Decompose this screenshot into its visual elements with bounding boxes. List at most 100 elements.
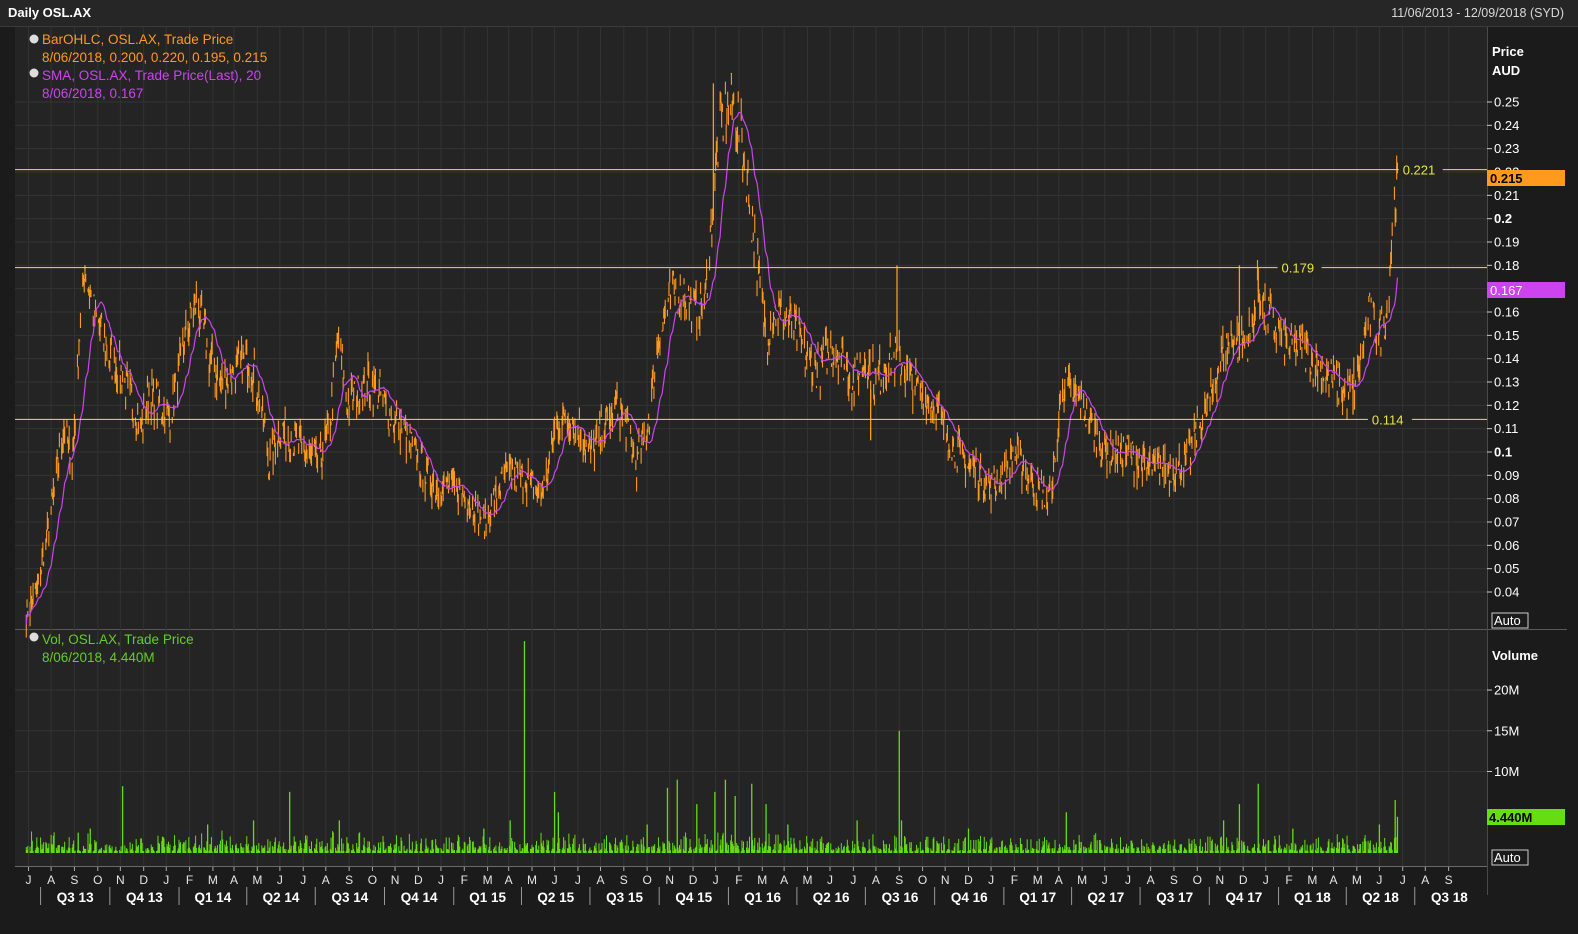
x-quarter-label: Q1 17 (1019, 890, 1056, 905)
x-month-label: M (1033, 873, 1043, 887)
price-tick-label: 0.24 (1494, 118, 1519, 133)
price-tick-label: 0.08 (1494, 491, 1519, 506)
x-month-label: F (461, 873, 468, 887)
sma-legend-label: SMA, OSL.AX, Trade Price(Last), 20 (42, 68, 261, 83)
ohlc-legend-label: BarOHLC, OSL.AX, Trade Price (42, 32, 233, 47)
x-month-label: J (1125, 873, 1131, 887)
x-month-label: M (527, 873, 537, 887)
x-quarter-label: Q2 14 (263, 890, 300, 905)
x-month-label: N (665, 873, 674, 887)
last-volume-tag: 4.440M (1487, 809, 1565, 825)
price-tick-label: 0.19 (1494, 235, 1519, 250)
price-auto-button-frame (1491, 612, 1529, 629)
x-month-label: F (735, 873, 742, 887)
price-axis-unit: AUD (1492, 63, 1520, 78)
price-tick-label: 0.04 (1494, 585, 1519, 600)
x-month-label: J (277, 873, 283, 887)
hline-label-bg (1398, 161, 1443, 178)
sma-line (25, 111, 1399, 625)
price-auto-button[interactable]: Auto (1491, 612, 1529, 629)
last-volume-tag-bg (1487, 809, 1565, 825)
x-quarter-label: Q1 15 (469, 890, 506, 905)
x-quarter-label: Q3 17 (1156, 890, 1193, 905)
x-quarter-label: Q4 14 (401, 890, 438, 905)
x-month-label: A (872, 873, 880, 887)
x-month-label: O (642, 873, 651, 887)
hline-label: 0.114 (1372, 412, 1404, 427)
x-month-label: A (596, 873, 604, 887)
price-tick-label: 0.12 (1494, 398, 1519, 413)
x-month-label: S (895, 873, 903, 887)
price-tick-label: 0.05 (1494, 561, 1519, 576)
volume-axis-title: Volume (1492, 648, 1538, 663)
x-month-label: M (802, 873, 812, 887)
x-month-label: J (1376, 873, 1382, 887)
price-tick-label: 0.23 (1494, 141, 1519, 156)
x-month-label: M (1077, 873, 1087, 887)
volume-auto-label: Auto (1494, 850, 1521, 865)
x-month-label: D (964, 873, 973, 887)
x-month-label: A (322, 873, 330, 887)
x-month-label: A (505, 873, 513, 887)
hline-label-bg (1367, 411, 1412, 428)
x-quarter-label: Q3 14 (331, 890, 368, 905)
ohlc-legend-value: 8/06/2018, 0.200, 0.220, 0.195, 0.215 (42, 50, 267, 65)
x-month-label: O (93, 873, 102, 887)
x-quarter-label: Q2 17 (1087, 890, 1124, 905)
last-price-tag-bg (1487, 170, 1565, 186)
volume-tick-label: 20M (1494, 683, 1519, 698)
last-price-tag: 0.215 (1487, 170, 1565, 186)
legend-toggle-icon[interactable] (29, 632, 39, 642)
price-tick-label: 0.2 (1494, 211, 1512, 226)
x-month-label: O (918, 873, 927, 887)
legend-toggle-icon[interactable] (29, 68, 39, 78)
price-tick-label: 0.15 (1494, 328, 1519, 343)
x-month-label: J (300, 873, 306, 887)
x-month-label: O (1193, 873, 1202, 887)
x-month-label: J (1263, 873, 1269, 887)
x-month-label: N (1216, 873, 1225, 887)
x-month-label: S (70, 873, 78, 887)
x-quarter-label: Q2 16 (813, 890, 850, 905)
price-tick-label: 0.07 (1494, 515, 1519, 530)
hline-label-bg (1277, 259, 1322, 276)
volume-tick-label: 15M (1494, 723, 1519, 738)
x-month-label: J (1102, 873, 1108, 887)
volume-bars (25, 641, 1399, 853)
volume-tick-label: 10M (1494, 764, 1519, 779)
price-auto-label: Auto (1494, 613, 1521, 628)
x-quarter-label: Q2 15 (537, 890, 574, 905)
x-month-label: N (941, 873, 950, 887)
volume-axis-ticks: 20M 15M 10M (1487, 683, 1519, 779)
date-range: 11/06/2013 - 12/09/2018 (SYD) (1391, 6, 1564, 20)
x-month-label: N (116, 873, 125, 887)
x-month-label: J (438, 873, 444, 887)
x-month-label: J (850, 873, 856, 887)
x-month-label: A (47, 873, 55, 887)
volume-auto-button[interactable]: Auto (1491, 849, 1529, 866)
gridlines (15, 27, 1487, 866)
price-tick-label: 0.13 (1494, 375, 1519, 390)
x-quarter-label: Q3 16 (882, 890, 919, 905)
horizontal-lines[interactable]: 0.221 0.179 0.114 (15, 161, 1487, 428)
x-month-label: M (1352, 873, 1362, 887)
x-quarter-label: Q2 18 (1362, 890, 1399, 905)
price-tick-label: 0.14 (1494, 351, 1519, 366)
x-month-label: A (230, 873, 238, 887)
hline-label: 0.221 (1403, 163, 1436, 178)
last-price-tag-label: 0.215 (1490, 171, 1523, 186)
title-bar: Daily OSL.AX 11/06/2013 - 12/09/2018 (SY… (0, 0, 1578, 27)
legend-toggle-icon[interactable] (29, 34, 39, 44)
x-month-label: A (1421, 873, 1429, 887)
x-month-label: D (139, 873, 148, 887)
x-month-label: A (780, 873, 788, 887)
price-tick-label: 0.25 (1494, 95, 1519, 110)
x-quarter-label: Q4 16 (951, 890, 988, 905)
price-axis-bg (1487, 27, 1567, 629)
x-quarter-label: Q4 17 (1226, 890, 1263, 905)
x-month-label: F (1285, 873, 1292, 887)
x-month-label: M (252, 873, 262, 887)
